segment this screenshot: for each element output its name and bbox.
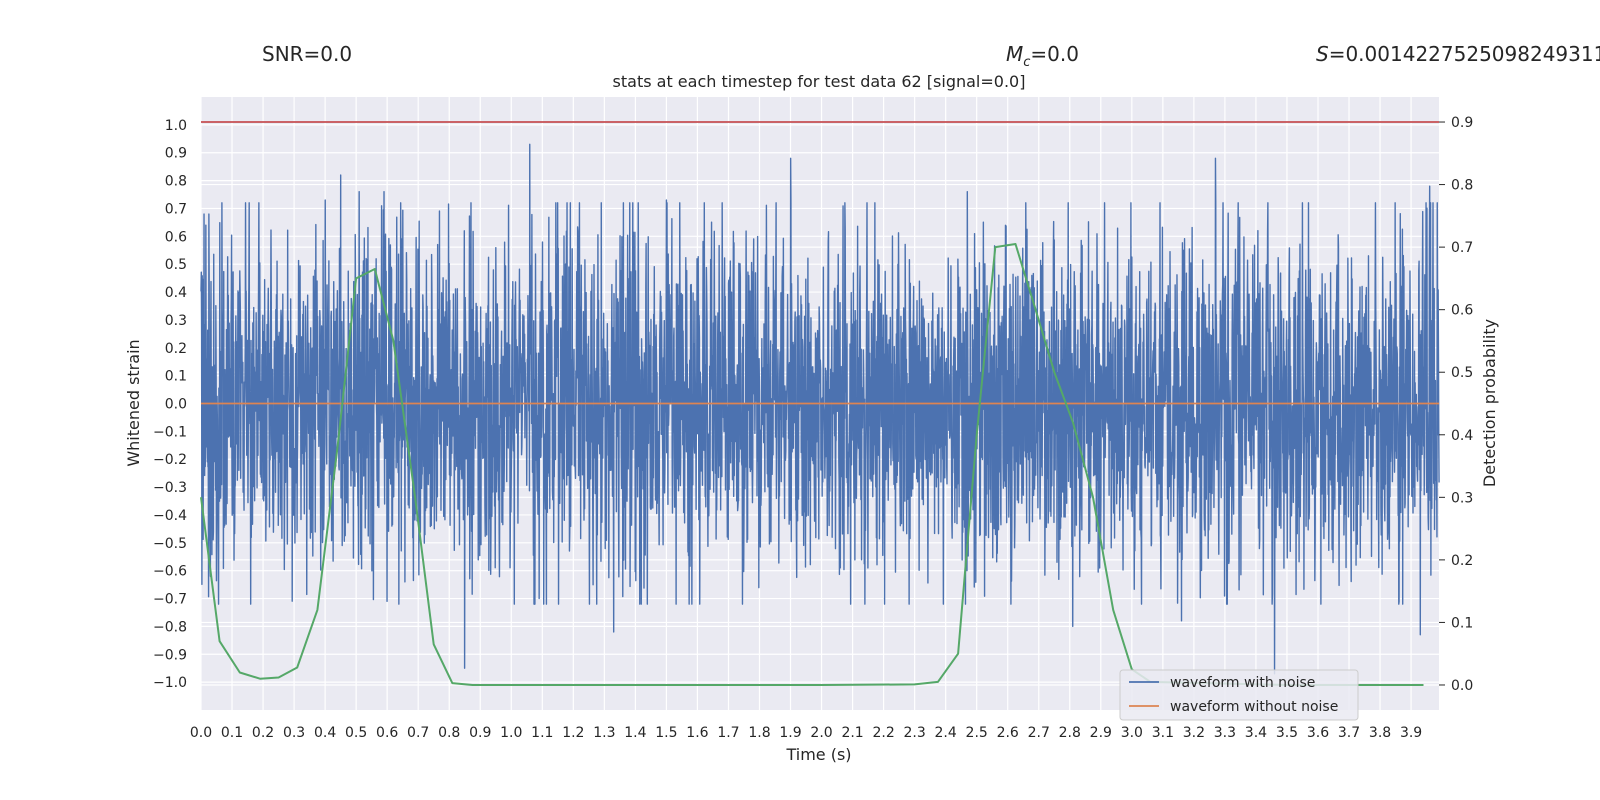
x-tick-label: 3.5	[1276, 725, 1298, 741]
x-tick-label: 0.6	[376, 725, 398, 741]
legend-box	[1119, 669, 1359, 721]
snr-label: SNR=0.0	[262, 42, 352, 66]
x-tick-label: 0.5	[345, 725, 367, 741]
x-tick-label: 1.4	[624, 725, 646, 741]
x-tick-label: 3.2	[1183, 725, 1205, 741]
y2-tick-label: 0.3	[1451, 490, 1473, 506]
y-tick-label: 1.0	[165, 118, 187, 134]
x-tick-label: 2.4	[935, 725, 957, 741]
y2-tick-label: 0.2	[1451, 553, 1473, 569]
x-tick-label: 2.7	[1028, 725, 1050, 741]
legend-label-noise: waveform with noise	[1170, 675, 1315, 691]
x-tick-label: 3.4	[1245, 725, 1267, 741]
y-tick-label: −0.4	[153, 508, 187, 524]
x-tick-label: 2.3	[904, 725, 926, 741]
x-tick-labels: 0.0 0.1 0.2 0.3 0.4 0.5 0.6 0.7 0.8 0.9 1.0 1.1 1.2 1…	[190, 725, 1422, 741]
y2-tick-label: 0.8	[1451, 178, 1473, 194]
chart-header: SNR=0.0 Mc=0.0 S=0.0014227525098249311	[262, 42, 1600, 70]
y2-tick-label: 0.6	[1451, 303, 1473, 319]
x-tick-label: 3.0	[1121, 725, 1143, 741]
x-tick-label: 1.0	[500, 725, 522, 741]
x-tick-label: 0.8	[438, 725, 460, 741]
y-tick-label: 0.3	[165, 313, 187, 329]
x-tick-label: 1.2	[562, 725, 584, 741]
x-tick-label: 1.5	[655, 725, 677, 741]
x-tick-label: 0.3	[283, 725, 305, 741]
statistic-value: =0.0014227525098249311	[1329, 42, 1600, 66]
x-tick-label: 0.9	[469, 725, 491, 741]
y2-axis-label: Detection probability	[1480, 319, 1499, 487]
y-tick-label: 0.8	[165, 174, 187, 190]
x-tick-label: 2.5	[966, 725, 988, 741]
x-tick-label: 0.1	[221, 725, 243, 741]
y2-tick-label: 0.4	[1451, 428, 1473, 444]
y-tick-label: −0.1	[153, 424, 187, 440]
x-tick-label: 1.3	[593, 725, 615, 741]
y-tick-label: 0.9	[165, 146, 187, 162]
x-tick-label: 0.7	[407, 725, 429, 741]
x-tick-label: 2.0	[810, 725, 832, 741]
legend-label-clean: waveform without noise	[1170, 699, 1338, 715]
x-tick-label: 0.0	[190, 725, 212, 741]
x-axis-label: Time (s)	[785, 745, 851, 764]
y-tick-label: 0.4	[165, 285, 187, 301]
y2-tick-label: 0.1	[1451, 615, 1473, 631]
x-tick-label: 2.6	[997, 725, 1019, 741]
x-tick-label: 0.4	[314, 725, 336, 741]
x-tick-label: 3.8	[1369, 725, 1391, 741]
y-tick-label: −1.0	[153, 675, 187, 691]
x-tick-label: 3.9	[1400, 725, 1422, 741]
y2-tick-label: 0.5	[1451, 365, 1473, 381]
chirp-mass-subscript: c	[1023, 55, 1030, 70]
x-tick-label: 1.8	[748, 725, 770, 741]
chirp-mass-label: Mc=0.0	[1006, 42, 1079, 70]
y-tick-label: −0.8	[153, 619, 187, 635]
y-tick-label: 0.7	[165, 201, 187, 217]
x-tick-label: 1.6	[686, 725, 708, 741]
y-tick-label: −0.9	[153, 647, 187, 663]
y-axis-label: Whitened strain	[124, 339, 143, 466]
statistic-symbol: S	[1316, 42, 1329, 66]
y-tick-label: 0.5	[165, 257, 187, 273]
y-tick-label: −0.3	[153, 480, 187, 496]
legend: waveform with noise waveform without noi…	[1119, 669, 1359, 721]
y2-tick-label: 0.0	[1451, 678, 1473, 694]
y-tick-label: −0.6	[153, 564, 187, 580]
y-tick-label: 0.0	[165, 397, 187, 413]
y-tick-label: −0.5	[153, 536, 187, 552]
y-tick-label: −0.2	[153, 452, 187, 468]
series-line-waveform-with-noise	[200, 143, 1440, 675]
y2-tick-labels: 0.9 0.8 0.7 0.6 0.5 0.4 0.3 0.2 0.1 0.0	[1439, 115, 1473, 694]
chirp-mass-value: =0.0	[1030, 42, 1079, 66]
x-tick-label: 2.9	[1090, 725, 1112, 741]
y-tick-label: −0.7	[153, 592, 187, 608]
y2-tick-label: 0.9	[1451, 115, 1473, 131]
x-tick-label: 1.9	[779, 725, 801, 741]
x-tick-label: 2.8	[1059, 725, 1081, 741]
line-series	[200, 121, 1439, 686]
chart-title: stats at each timestep for test data 62 …	[613, 72, 1026, 91]
x-tick-label: 0.2	[252, 725, 274, 741]
statistic-label: S=0.0014227525098249311	[1316, 42, 1600, 66]
y-tick-label: 0.2	[165, 341, 187, 357]
x-tick-label: 2.1	[841, 725, 863, 741]
y-tick-label: 0.6	[165, 229, 187, 245]
x-tick-label: 3.3	[1214, 725, 1236, 741]
y-tick-label: 0.1	[165, 369, 187, 385]
x-tick-label: 1.1	[531, 725, 553, 741]
y2-tick-label: 0.7	[1451, 240, 1473, 256]
series-line-detection-probability	[200, 243, 1424, 686]
chirp-mass-symbol: M	[1006, 42, 1023, 66]
y-tick-labels: 1.0 0.9 0.8 0.7 0.6 0.5 0.4 0.3 0.2 0.1 0.0 −0.1 −0.…	[153, 118, 187, 691]
x-tick-label: 3.1	[1152, 725, 1174, 741]
noise-series	[200, 143, 1440, 675]
x-tick-label: 1.7	[717, 725, 739, 741]
x-tick-label: 3.7	[1338, 725, 1360, 741]
x-tick-label: 2.2	[872, 725, 894, 741]
x-tick-label: 3.6	[1307, 725, 1329, 741]
